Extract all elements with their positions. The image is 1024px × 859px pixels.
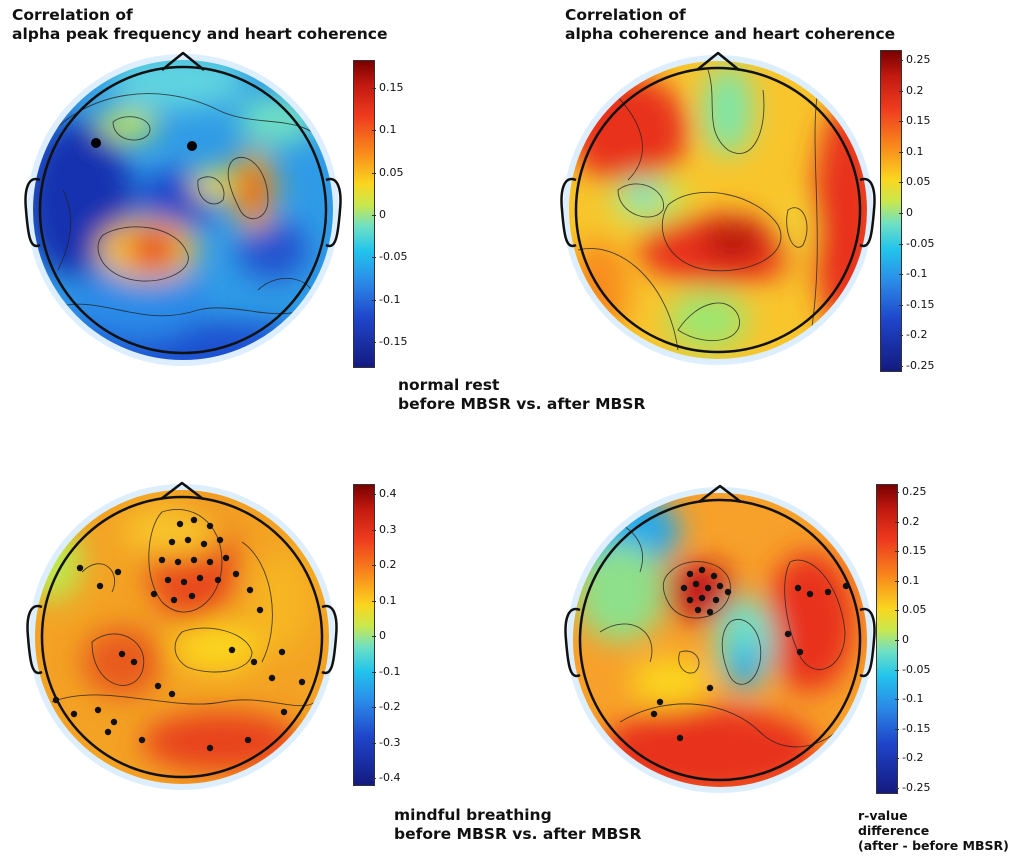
colorbar-tick: -0.2 — [371, 700, 401, 713]
colorbar-tick: -0.05 — [898, 236, 935, 250]
colorbar-tick: -0.2 — [894, 751, 924, 765]
colorbar-tick: 0.2 — [895, 514, 920, 528]
colorbar-bottom-left: 0.4 0.3 0.2 0.1 0 -0.1 -0.2 -0.3 -0.4 — [353, 484, 423, 786]
colorbar-gradient — [353, 484, 375, 786]
colorbar-tick: -0.25 — [898, 359, 935, 372]
colorbar-tick: 0.1 — [899, 144, 924, 158]
colorbar-tick: -0.2 — [898, 328, 928, 342]
topomap-bottom-right — [564, 484, 876, 793]
colorbar-gradient — [880, 50, 902, 372]
label-normal-rest: normal rest before MBSR vs. after MBSR — [398, 376, 646, 413]
colorbar-tick: 0.15 — [372, 81, 404, 94]
colorbar-gradient — [876, 484, 898, 794]
colorbar-tick: -0.15 — [894, 721, 931, 735]
colorbar-tick: 0.2 — [372, 558, 397, 571]
title-alpha-peak-frequency: Correlation of alpha peak frequency and … — [12, 6, 388, 43]
colorbar-tick: -0.05 — [371, 250, 408, 264]
topomap-bottom-left — [26, 481, 338, 790]
colorbar-tick: -0.25 — [894, 781, 931, 794]
colorbar-tick: 0.1 — [372, 593, 397, 607]
colorbar-tick: -0.4 — [371, 771, 401, 784]
colorbar-tick: -0.15 — [898, 297, 935, 311]
title-alpha-coherence: Correlation of alpha coherence and heart… — [565, 6, 896, 43]
colorbar-tick: 0.25 — [895, 485, 927, 498]
colorbar-tick: -0.15 — [371, 335, 408, 348]
colorbar-tick: -0.1 — [894, 692, 924, 706]
colorbar-tick: 0 — [899, 206, 913, 219]
colorbar-tick: -0.05 — [894, 662, 931, 676]
colorbar-top-right: 0.25 0.2 0.15 0.1 0.05 0 -0.05 -0.1 -0.15 -0.2 -0.… — [880, 50, 950, 372]
colorbar-tick: 0 — [895, 633, 909, 646]
colorbar-tick: 0.15 — [899, 114, 931, 128]
colorbar-top-left: 0.15 0.1 0.05 0 -0.05 -0.1 -0.15 — [353, 60, 423, 368]
colorbar-tick: 0.4 — [372, 487, 397, 500]
topomap-top-right — [560, 51, 876, 365]
colorbar-tick: 0.1 — [895, 573, 920, 587]
label-colorbar-units: r-value difference (after - before MBSR) — [858, 808, 1009, 853]
colorbar-bottom-right: 0.25 0.2 0.15 0.1 0.05 0 -0.05 -0.1 -0.15 -0.2 -0.… — [876, 484, 946, 794]
colorbar-tick: 0.05 — [899, 175, 931, 189]
colorbar-tick: 0.05 — [372, 165, 404, 179]
colorbar-tick: 0.05 — [895, 603, 927, 617]
label-mindful-breathing: mindful breathing before MBSR vs. after … — [394, 806, 642, 843]
colorbar-tick: -0.1 — [898, 267, 928, 281]
colorbar-tick: 0 — [372, 629, 386, 642]
colorbar-tick: -0.1 — [371, 292, 401, 306]
colorbar-tick: -0.3 — [371, 735, 401, 749]
colorbar-tick: 0.2 — [899, 83, 924, 97]
topomap-top-left — [24, 51, 342, 366]
colorbar-gradient — [353, 60, 375, 368]
colorbar-tick: 0 — [372, 208, 386, 221]
colorbar-tick: -0.1 — [371, 664, 401, 678]
colorbar-tick: 0.3 — [372, 522, 397, 536]
colorbar-tick: 0.1 — [372, 123, 397, 137]
colorbar-tick: 0.25 — [899, 53, 931, 66]
colorbar-tick: 0.15 — [895, 544, 927, 558]
